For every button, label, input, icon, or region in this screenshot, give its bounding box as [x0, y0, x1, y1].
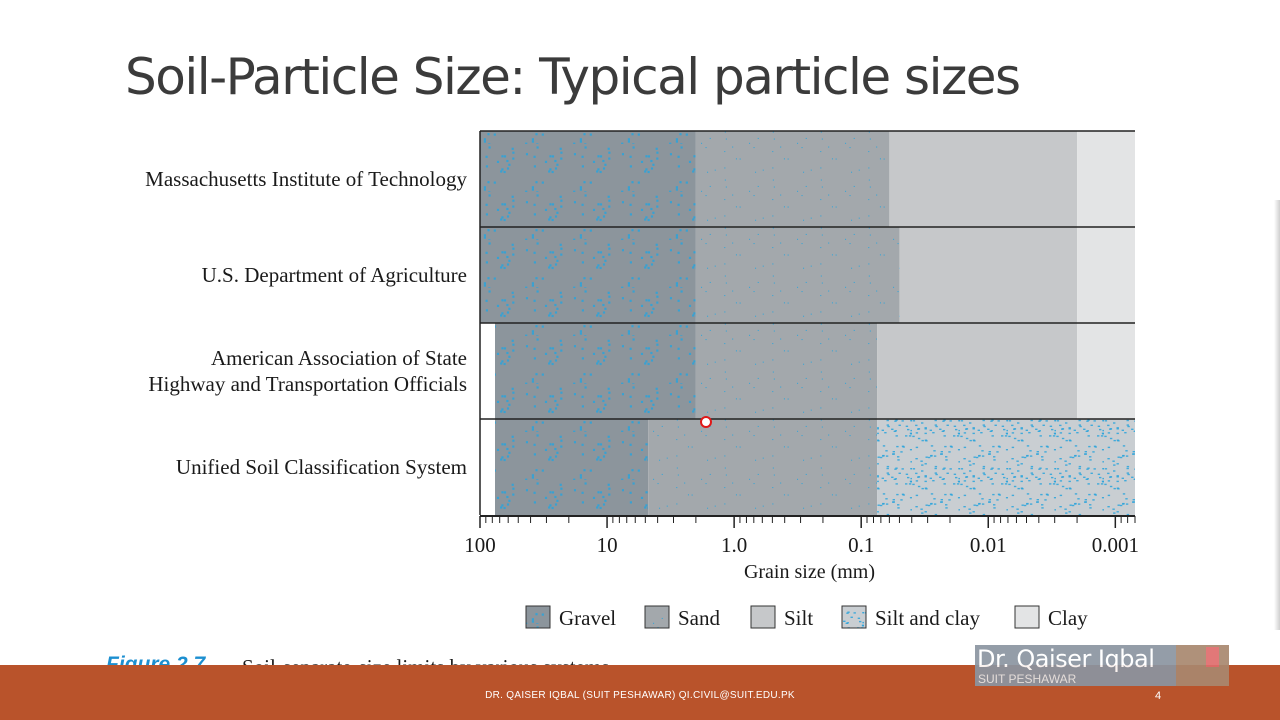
bar-sand [648, 419, 878, 515]
bar-silt [899, 227, 1078, 323]
system-label: American Association of State [211, 346, 467, 370]
legend-swatch-silt [750, 605, 776, 629]
x-tick-label: 0.01 [970, 533, 1007, 557]
bar-gravel [480, 227, 696, 323]
bar-sand [695, 323, 878, 419]
system-label: U.S. Department of Agriculture [202, 263, 467, 287]
page-number: 4 [1155, 690, 1162, 702]
slide-title: Soil-Particle Size: Typical particle siz… [125, 48, 1021, 106]
legend-swatch-silt_and_clay [841, 605, 867, 629]
pointer-indicator [700, 416, 712, 428]
bar-silt [889, 131, 1078, 227]
badge-accent [1176, 645, 1229, 686]
legend-label-silt_and_clay: Silt and clay [875, 606, 980, 630]
legend-label-sand: Sand [678, 606, 721, 630]
bar-silt [877, 323, 1078, 419]
author-org: SUIT PESHAWAR [978, 672, 1077, 686]
bar-clay [1077, 323, 1135, 419]
legend-swatch-clay [1014, 605, 1040, 629]
bar-gravel [480, 131, 696, 227]
x-tick-label: 10 [597, 533, 618, 557]
legend-swatch-sand [644, 605, 670, 629]
legend-label-silt: Silt [784, 606, 813, 630]
bar-sand [695, 227, 900, 323]
legend-swatch-gravel [525, 605, 551, 629]
system-label: Highway and Transportation Officials [148, 372, 467, 396]
x-tick-label: 100 [464, 533, 496, 557]
legend-label-clay: Clay [1048, 606, 1088, 630]
system-label: Unified Soil Classification System [176, 455, 467, 479]
badge-accent-red [1206, 647, 1219, 667]
author-name: Dr. Qaiser Iqbal [977, 645, 1155, 673]
x-tick-label: 0.1 [848, 533, 874, 557]
author-badge: Dr. Qaiser Iqbal SUIT PESHAWAR [975, 645, 1229, 686]
window-edge [1274, 200, 1280, 630]
bar-clay [1077, 131, 1135, 227]
bar-sand [695, 131, 890, 227]
x-tick-label: 0.001 [1092, 533, 1139, 557]
x-tick-label: 1.0 [721, 533, 747, 557]
bar-clay [1077, 227, 1135, 323]
grain-size-chart: Massachusetts Institute of Technology U.S… [145, 130, 1139, 630]
x-axis-label: Grain size (mm) [744, 561, 875, 583]
bar-silt_and_clay [877, 419, 1135, 515]
system-label: Massachusetts Institute of Technology [145, 167, 467, 191]
bar-gravel [494, 419, 649, 515]
legend-label-gravel: Gravel [559, 606, 616, 630]
footer-text: DR. QAISER IQBAL (SUIT PESHAWAR) QI.CIVI… [485, 690, 795, 701]
bar-gravel [494, 323, 696, 419]
